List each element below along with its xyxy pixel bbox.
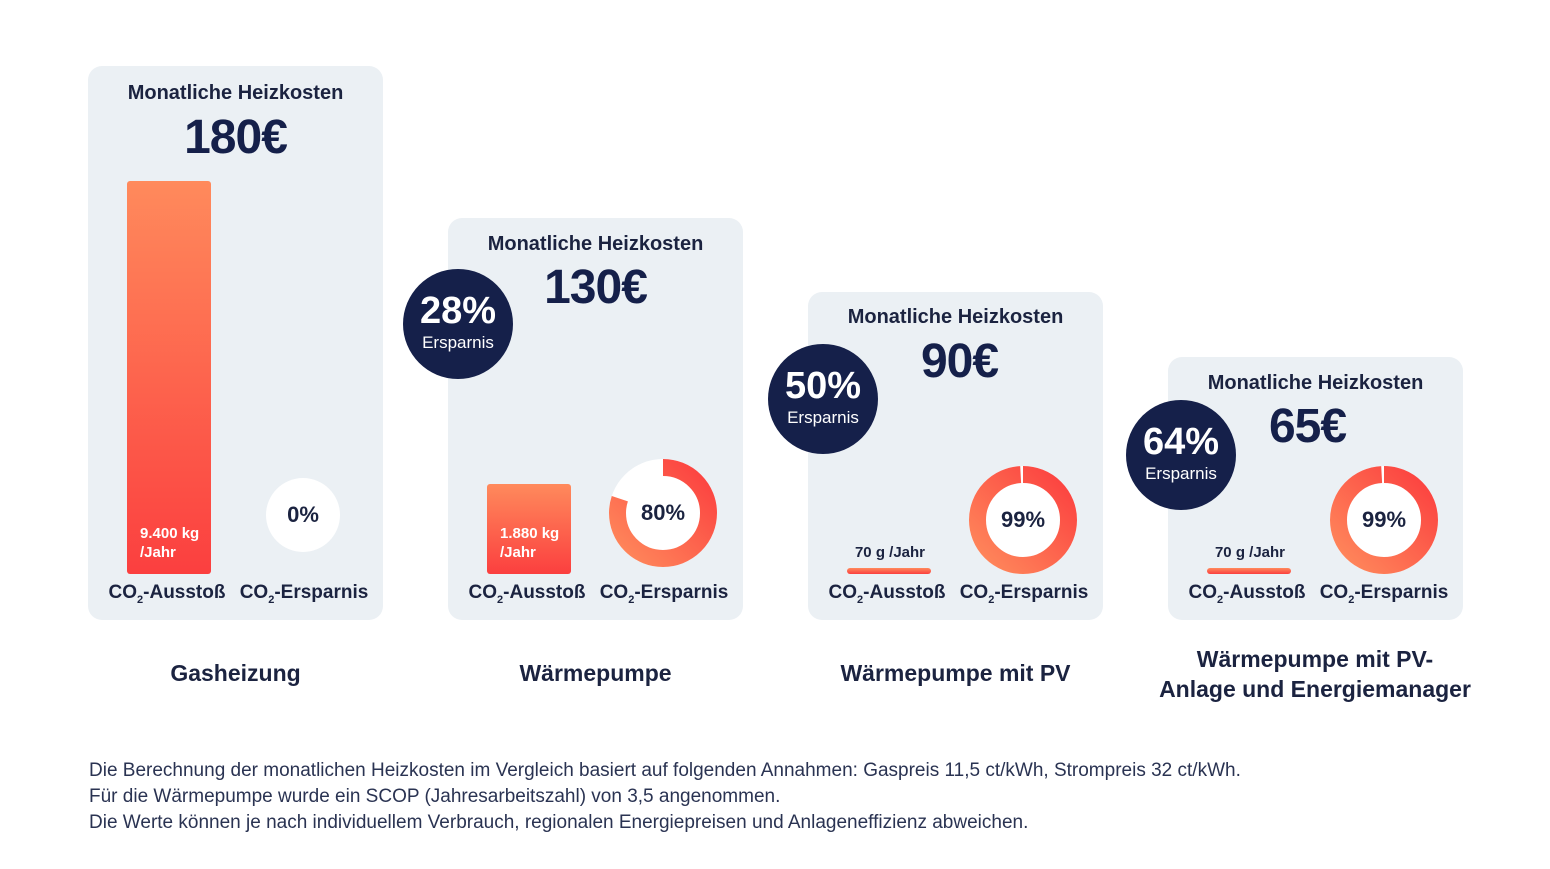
donut-svg <box>1330 466 1438 574</box>
footnote: Die Berechnung der monatlichen Heizkoste… <box>89 758 1469 836</box>
co2-saving-label: CO2-Ersparnis <box>959 582 1089 606</box>
co2-out-label: CO2-Ausstoß <box>828 582 946 606</box>
co2-value-label: 70 g /Jahr <box>1214 544 1286 561</box>
co2-saving-donut: 0% <box>266 478 340 552</box>
co2-bar <box>1207 568 1291 574</box>
co2-saving-label: CO2-Ersparnis <box>239 582 369 606</box>
co2-saving-donut: 80% <box>609 459 717 567</box>
saving-badge: 50% Ersparnis <box>768 344 878 454</box>
donut-arc <box>1330 466 1438 574</box>
saving-badge: 64% Ersparnis <box>1126 400 1236 510</box>
footnote-line-3: Die Werte können je nach individuellem V… <box>89 812 1029 833</box>
donut-track <box>266 478 340 552</box>
card-cost: 65€ <box>1268 400 1347 453</box>
saving-percent: 28% <box>419 290 497 332</box>
co2-out-label: CO2-Ausstoß <box>108 582 226 606</box>
caption-waermepumpe-pv-energiemanager: Wärmepumpe mit PV- Anlage und Energieman… <box>1159 646 1471 702</box>
co2-value-label: 70 g /Jahr <box>854 544 926 561</box>
donut-svg <box>609 459 717 567</box>
co2-value-label: 1.880 kg /Jahr <box>500 525 560 561</box>
co2-bar <box>847 568 931 574</box>
co2-bar: 9.400 kg /Jahr <box>127 181 211 574</box>
saving-badge: 28% Ersparnis <box>403 269 513 379</box>
card-gasheizung: Monatliche Heizkosten 180€ 9.400 kg /Jah… <box>88 66 383 620</box>
card-cost: 180€ <box>184 111 288 164</box>
co2-saving-value: 80% <box>640 500 686 525</box>
card-cost: 130€ <box>544 261 648 314</box>
footnote-line-1: Die Berechnung der monatlichen Heizkoste… <box>89 760 1241 781</box>
saving-label: Ersparnis <box>1145 464 1217 483</box>
co2-saving-donut: 99% <box>1330 466 1438 574</box>
co2-saving-value: 99% <box>1361 507 1407 532</box>
co2-value-label: 9.400 kg /Jahr <box>140 525 200 561</box>
footnote-line-2: Für die Wärmepumpe wurde ein SCOP (Jahre… <box>89 786 781 807</box>
co2-saving-value: 0% <box>287 502 319 527</box>
donut-svg <box>266 478 340 552</box>
saving-percent: 64% <box>1142 421 1220 463</box>
co2-saving-label: CO2-Ersparnis <box>599 582 729 606</box>
co2-saving-donut: 99% <box>969 466 1077 574</box>
card-title: Monatliche Heizkosten <box>487 233 704 255</box>
card-title: Monatliche Heizkosten <box>847 306 1064 328</box>
saving-percent: 50% <box>784 365 862 407</box>
co2-out-label: CO2-Ausstoß <box>468 582 586 606</box>
co2-out-label: CO2-Ausstoß <box>1188 582 1306 606</box>
co2-saving-value: 99% <box>1000 507 1046 532</box>
donut-arc <box>969 466 1077 574</box>
card-waermepumpe: Monatliche Heizkosten 130€ 1.880 kg /Jah… <box>448 218 743 620</box>
card-title: Monatliche Heizkosten <box>127 82 344 104</box>
donut-arc <box>609 459 717 567</box>
card-waermepumpe-pv: Monatliche Heizkosten 90€ 70 g /Jahr 99%… <box>808 292 1103 620</box>
caption-gasheizung: Gasheizung <box>170 660 301 686</box>
card-waermepumpe-pv-energiemanager: Monatliche Heizkosten 65€ 70 g /Jahr 99%… <box>1168 357 1463 620</box>
donut-svg <box>969 466 1077 574</box>
caption-waermepumpe-pv: Wärmepumpe mit PV <box>840 660 1071 686</box>
caption-waermepumpe: Wärmepumpe <box>519 660 672 686</box>
co2-bar: 1.880 kg /Jahr <box>487 484 571 574</box>
card-title: Monatliche Heizkosten <box>1207 372 1424 394</box>
saving-label: Ersparnis <box>422 333 494 352</box>
co2-saving-label: CO2-Ersparnis <box>1319 582 1449 606</box>
saving-label: Ersparnis <box>787 408 859 427</box>
card-cost: 90€ <box>920 335 999 388</box>
